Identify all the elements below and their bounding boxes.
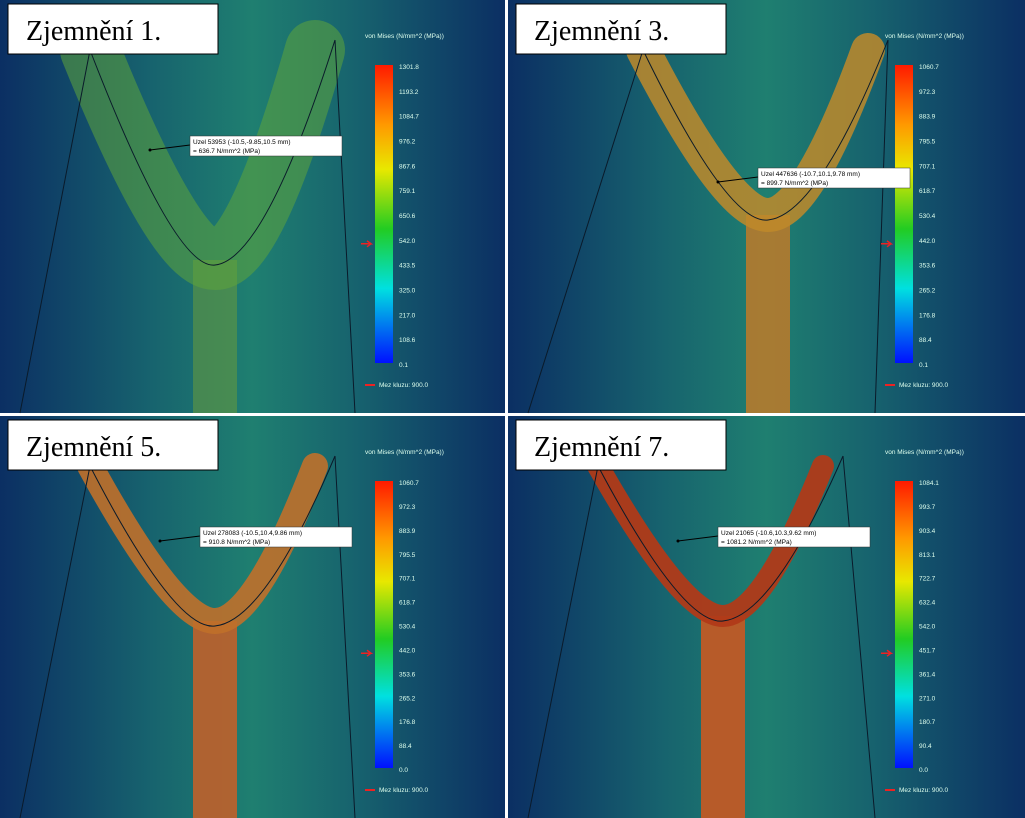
colorbar-tick-label: 265.2 bbox=[399, 695, 416, 702]
colorbar-tick-label: 972.3 bbox=[399, 504, 416, 511]
colorbar-tick-label: 1060.7 bbox=[919, 64, 939, 71]
colorbar-tick-label: 88.4 bbox=[399, 743, 412, 750]
colorbar-tick-label: 1084.7 bbox=[399, 114, 419, 121]
panel: von Mises (N/mm^2 (MPa)) 1060.7 972.3 883.9… bbox=[508, 0, 1025, 413]
colorbar-tick-label: 972.3 bbox=[919, 89, 936, 96]
colorbar-tick-label: 176.8 bbox=[399, 719, 416, 726]
panel-label: Zjemnění 1. bbox=[26, 16, 161, 47]
stress-stem bbox=[193, 621, 237, 818]
colorbar-tick-label: 795.5 bbox=[399, 552, 416, 559]
colorbar-tick-label: 1193.2 bbox=[399, 89, 419, 96]
stress-stem bbox=[701, 616, 745, 818]
colorbar-tick-label: 176.8 bbox=[919, 312, 936, 319]
probe-text: = 910.8 N/mm^2 (MPa) bbox=[203, 539, 270, 546]
colorbar-tick-label: 813.1 bbox=[919, 552, 936, 559]
colorbar-tick-label: 542.0 bbox=[399, 238, 416, 245]
colorbar-tick-label: 0.1 bbox=[919, 362, 928, 369]
panel-label: Zjemnění 7. bbox=[534, 432, 669, 463]
probe-text: = 1081.2 N/mm^2 (MPa) bbox=[721, 539, 792, 546]
colorbar-tick-label: 976.2 bbox=[399, 139, 416, 146]
colorbar-tick-label: 795.5 bbox=[919, 139, 936, 146]
colorbar-tick-label: 108.6 bbox=[399, 337, 416, 344]
probe-text: Uzel 53953 (-10.5,-9.85,10.5 mm) bbox=[193, 139, 291, 146]
colorbar-tick-label: 707.1 bbox=[399, 576, 416, 583]
colorbar-tick-label: 883.9 bbox=[919, 114, 936, 121]
figure: von Mises (N/mm^2 (MPa)) 1301.8 1193.2 1084… bbox=[0, 0, 1025, 818]
yield-label: Mez kluzu: 900.0 bbox=[379, 382, 429, 389]
colorbar-tick-label: 530.4 bbox=[399, 624, 416, 631]
panel-background bbox=[0, 416, 505, 818]
colorbar-tick-label: 88.4 bbox=[919, 337, 932, 344]
colorbar-tick-label: 1084.1 bbox=[919, 480, 939, 487]
colorbar-tick-label: 442.0 bbox=[399, 647, 416, 654]
legend-title: von Mises (N/mm^2 (MPa)) bbox=[365, 449, 444, 456]
colorbar-tick-label: 180.7 bbox=[919, 719, 936, 726]
colorbar-tick-label: 451.7 bbox=[919, 647, 936, 654]
colorbar-tick-label: 1301.8 bbox=[399, 64, 419, 71]
probe-text: Uzel 447636 (-10.7,10.1,9.78 mm) bbox=[761, 171, 860, 178]
legend-title: von Mises (N/mm^2 (MPa)) bbox=[885, 33, 964, 40]
colorbar-tick-label: 542.0 bbox=[919, 624, 936, 631]
colorbar-tick-label: 0.0 bbox=[399, 767, 408, 774]
probe-text: Uzel 278083 (-10.5,10.4,9.86 mm) bbox=[203, 530, 302, 537]
colorbar-tick-label: 650.6 bbox=[399, 213, 416, 220]
colorbar-tick-label: 903.4 bbox=[919, 528, 936, 535]
colorbar-tick-label: 361.4 bbox=[919, 671, 936, 678]
colorbar-tick-label: 217.0 bbox=[399, 312, 416, 319]
stress-stem bbox=[746, 215, 790, 413]
colorbar-tick-label: 759.1 bbox=[399, 188, 416, 195]
probe-text: Uzel 21065 (-10.6,10.3,9.62 mm) bbox=[721, 530, 816, 537]
colorbar-tick-label: 867.6 bbox=[399, 163, 416, 170]
probe-point bbox=[159, 540, 162, 543]
colorbar-tick-label: 722.7 bbox=[919, 576, 936, 583]
panel: von Mises (N/mm^2 (MPa)) 1301.8 1193.2 1084… bbox=[0, 0, 505, 413]
panel: von Mises (N/mm^2 (MPa)) 1084.1 993.7 903.4… bbox=[508, 416, 1025, 818]
colorbar-tick-label: 442.0 bbox=[919, 238, 936, 245]
panel-label: Zjemnění 3. bbox=[534, 16, 669, 47]
colorbar bbox=[895, 65, 913, 363]
yield-label: Mez kluzu: 900.0 bbox=[899, 787, 949, 794]
colorbar-tick-label: 271.0 bbox=[919, 695, 936, 702]
colorbar bbox=[375, 65, 393, 363]
colorbar-tick-label: 707.1 bbox=[919, 163, 936, 170]
colorbar-tick-label: 0.1 bbox=[399, 362, 408, 369]
colorbar-tick-label: 993.7 bbox=[919, 504, 936, 511]
probe-text: = 899.7 N/mm^2 (MPa) bbox=[761, 180, 828, 187]
colorbar bbox=[895, 481, 913, 768]
colorbar-tick-label: 265.2 bbox=[919, 288, 936, 295]
colorbar-tick-label: 530.4 bbox=[919, 213, 936, 220]
yield-label: Mez kluzu: 900.0 bbox=[899, 382, 949, 389]
panel-label: Zjemnění 5. bbox=[26, 432, 161, 463]
probe-point bbox=[149, 149, 152, 152]
colorbar-tick-label: 618.7 bbox=[399, 600, 416, 607]
panel-background bbox=[508, 416, 1025, 818]
yield-label: Mez kluzu: 900.0 bbox=[379, 787, 429, 794]
colorbar-tick-label: 325.0 bbox=[399, 288, 416, 295]
panel: von Mises (N/mm^2 (MPa)) 1060.7 972.3 883.9… bbox=[0, 416, 505, 818]
legend-title: von Mises (N/mm^2 (MPa)) bbox=[365, 33, 444, 40]
colorbar-tick-label: 632.4 bbox=[919, 600, 936, 607]
colorbar-tick-label: 618.7 bbox=[919, 188, 936, 195]
colorbar-tick-label: 433.5 bbox=[399, 263, 416, 270]
probe-point bbox=[677, 540, 680, 543]
probe-point bbox=[717, 181, 720, 184]
colorbar-tick-label: 90.4 bbox=[919, 743, 932, 750]
colorbar-tick-label: 0.0 bbox=[919, 767, 928, 774]
colorbar-tick-label: 1060.7 bbox=[399, 480, 419, 487]
legend-title: von Mises (N/mm^2 (MPa)) bbox=[885, 449, 964, 456]
colorbar bbox=[375, 481, 393, 768]
colorbar-tick-label: 353.6 bbox=[399, 671, 416, 678]
colorbar-tick-label: 883.9 bbox=[399, 528, 416, 535]
probe-text: = 636.7 N/mm^2 (MPa) bbox=[193, 148, 260, 155]
colorbar-tick-label: 353.6 bbox=[919, 263, 936, 270]
